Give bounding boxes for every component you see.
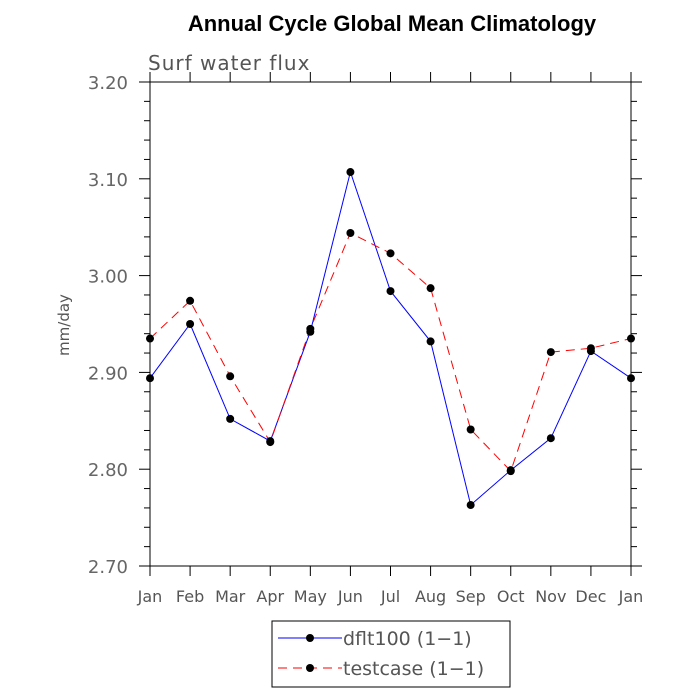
series-1-point: [546, 348, 555, 357]
y-tick-label: 2.80: [88, 460, 128, 481]
x-tick-label: Feb: [176, 587, 204, 606]
x-tick-label: Dec: [575, 587, 606, 606]
series-line-0: [149, 170, 632, 506]
chart-subtitle: Surf water flux: [148, 51, 310, 75]
legend-marker-dflt100: [306, 634, 314, 642]
x-tick-label: Jan: [137, 587, 163, 606]
series-0-point: [386, 287, 395, 296]
x-tick-label: Apr: [256, 587, 284, 606]
series-1-point: [186, 296, 195, 305]
series-1-point: [586, 344, 595, 353]
x-tick-label: Jan: [618, 587, 644, 606]
plot-frame: [149, 81, 632, 567]
x-tick-label: Jul: [380, 587, 400, 606]
series-0-point: [426, 337, 435, 346]
x-tick-label: Nov: [535, 587, 566, 606]
y-tick-label: 2.90: [88, 363, 128, 384]
legend-label-testcase: testcase (1−1): [343, 658, 484, 680]
series-1-point: [386, 249, 395, 258]
series-layer: [146, 168, 635, 510]
x-tick-labels: Jan Feb Mar Apr May Jun Jul Aug Sep Oct Nov Dec Jan: [137, 587, 644, 606]
y-axis-label: mm/day: [55, 294, 73, 356]
series-0-point: [466, 501, 475, 510]
series-1-point: [346, 229, 355, 238]
x-tick-label: Aug: [415, 587, 446, 606]
x-tick-label: Jun: [337, 587, 363, 606]
series-0-point: [346, 168, 355, 177]
series-1-point: [266, 438, 275, 447]
y-tick-labels: 2.70 2.80 2.90 3.00 3.10 3.20: [88, 73, 128, 578]
legend-marker-testcase: [306, 664, 314, 672]
series-0-point: [186, 320, 195, 328]
series-line-1: [149, 232, 632, 473]
y-tick-label: 2.70: [88, 557, 128, 578]
series-1-point: [506, 467, 515, 476]
y-tick-label: 3.00: [88, 267, 128, 288]
series-0-point: [226, 414, 235, 423]
series-1-point: [306, 324, 315, 333]
legend-box: [271, 620, 511, 688]
legend-label-dflt100: dflt100 (1−1): [343, 628, 472, 650]
y-tick-label: 3.10: [88, 170, 128, 191]
series-1-point: [426, 284, 435, 293]
series-0-point: [546, 434, 555, 443]
axis-ticks: [139, 72, 642, 576]
x-tick-label: Mar: [215, 587, 246, 606]
x-tick-label: Oct: [497, 587, 525, 606]
series-1-point: [226, 372, 235, 381]
legend: dflt100 (1−1) testcase (1−1): [271, 620, 511, 688]
series-1-point: [466, 425, 475, 434]
x-tick-label: May: [294, 587, 327, 606]
chart-title: Annual Cycle Global Mean Climatology: [188, 11, 597, 36]
y-tick-label: 3.20: [88, 73, 128, 94]
x-tick-label: Sep: [456, 587, 486, 606]
